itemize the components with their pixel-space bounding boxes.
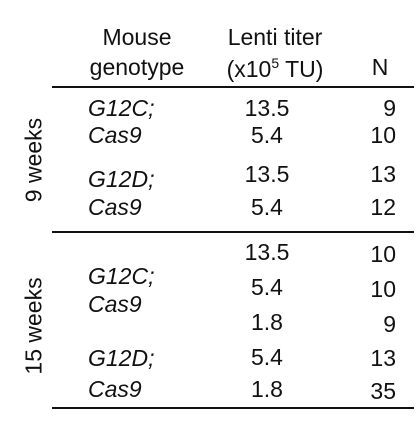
header-titer-prefix: (x10 xyxy=(226,56,272,82)
titer-cell: 13.5 xyxy=(244,95,290,121)
n-cell: 13 xyxy=(370,345,396,371)
n-cell: 10 xyxy=(370,122,396,148)
header-genotype-line2: genotype xyxy=(89,54,185,80)
genotype-line1: G12C; xyxy=(88,263,155,289)
header-titer-superscript: 5 xyxy=(271,55,280,71)
header-titer-line1: Lenti titer xyxy=(227,24,323,50)
genotype-line2: Cas9 xyxy=(88,291,142,317)
titer-cell: 5.4 xyxy=(251,274,283,300)
genotype-line1: G12C; xyxy=(88,95,155,121)
header-n: N xyxy=(371,54,389,80)
header-titer-line2: (x105 TU) xyxy=(208,56,342,81)
genotype-line2: Cas9 xyxy=(88,376,142,402)
titer-cell: 5.4 xyxy=(251,194,283,220)
n-cell: 9 xyxy=(383,311,396,337)
group-label-15-weeks: 15 weeks xyxy=(20,277,47,375)
genotype-line2: Cas9 xyxy=(88,122,142,148)
header-genotype-line1: Mouse xyxy=(102,24,172,50)
genotype-line2: Cas9 xyxy=(88,194,142,220)
titer-cell: 13.5 xyxy=(244,161,290,187)
group-label-9-weeks: 9 weeks xyxy=(20,117,47,203)
genotype-line1: G12D; xyxy=(88,166,155,192)
titer-cell: 5.4 xyxy=(251,344,283,370)
n-cell: 9 xyxy=(383,95,396,121)
titer-cell: 1.8 xyxy=(251,309,283,335)
n-cell: 12 xyxy=(370,194,396,220)
titer-cell: 13.5 xyxy=(244,239,290,265)
titer-cell: 5.4 xyxy=(251,122,283,148)
header-titer-suffix: TU) xyxy=(279,56,324,82)
header-rule xyxy=(52,86,414,88)
n-cell: 10 xyxy=(370,241,396,267)
n-cell: 13 xyxy=(370,161,396,187)
genotype-line1: G12D; xyxy=(88,345,155,371)
n-cell: 10 xyxy=(370,276,396,302)
n-cell: 35 xyxy=(370,378,396,404)
titer-cell: 1.8 xyxy=(251,376,283,402)
group-rule xyxy=(52,231,414,233)
bottom-rule xyxy=(52,407,414,409)
